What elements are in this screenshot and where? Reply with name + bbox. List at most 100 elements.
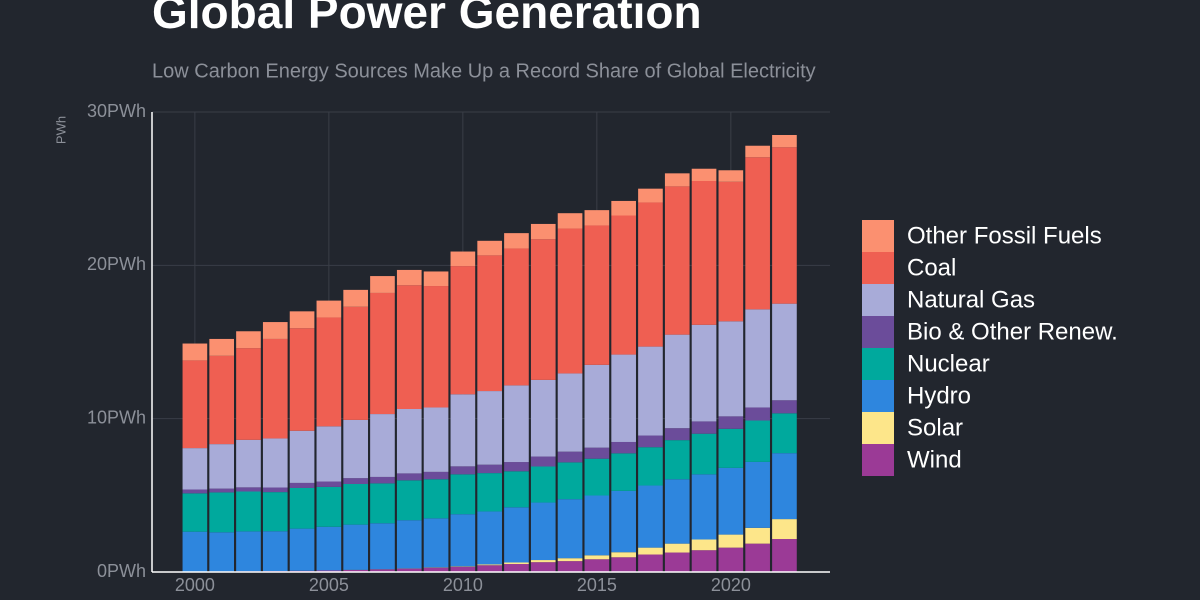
bar-segment — [450, 266, 476, 395]
bar-segment — [289, 430, 315, 483]
bar-segment — [209, 532, 235, 572]
bar-segment — [584, 495, 610, 556]
bar-segment — [423, 479, 449, 519]
bar-segment — [209, 492, 235, 533]
bar-segment — [236, 491, 261, 532]
bar-segment — [316, 481, 342, 487]
legend-label: Natural Gas — [907, 286, 1035, 313]
x-tick-label: 2015 — [577, 575, 617, 595]
y-tick-label: 0PWh — [97, 561, 146, 581]
bar-segment — [745, 527, 770, 544]
bar-segment — [611, 557, 636, 572]
bar-segment — [718, 467, 744, 535]
bar-segment — [504, 507, 529, 563]
bar-segment — [691, 181, 717, 325]
bar-segment — [477, 255, 502, 392]
bar-segment — [504, 233, 529, 249]
bar-segment — [772, 147, 797, 304]
bar-segment — [182, 448, 208, 490]
bar-segment — [343, 419, 368, 479]
bar-segment — [691, 324, 717, 422]
bar-segment — [664, 543, 690, 553]
bar-segment — [691, 474, 717, 540]
bar-segment — [316, 426, 342, 482]
legend-swatch — [862, 252, 894, 284]
bar-segment — [691, 539, 717, 551]
bar-segment — [343, 483, 368, 525]
bar-segment — [343, 306, 368, 420]
bar-segment — [423, 271, 449, 287]
bar-segment — [772, 413, 797, 454]
bar-segment — [209, 488, 235, 493]
x-tick-label: 2000 — [175, 575, 215, 595]
bar-segment — [557, 558, 583, 562]
bar-segment — [530, 502, 556, 561]
bar-segment — [530, 560, 556, 563]
bar-segment — [638, 554, 663, 572]
bar-segment — [477, 473, 502, 512]
legend-label: Other Fossil Fuels — [907, 222, 1102, 249]
bar-segment — [530, 239, 556, 380]
bar-segment — [718, 170, 744, 182]
bar-segment — [316, 317, 342, 427]
bar-segment — [262, 322, 288, 339]
bar-segment — [396, 473, 422, 481]
bar-segment — [504, 564, 529, 572]
bar-segment — [772, 400, 797, 414]
bar-segment — [370, 523, 395, 570]
bar-segment — [289, 482, 315, 488]
bar-segment — [262, 531, 288, 572]
x-tick-label: 2010 — [443, 575, 483, 595]
chart-title: Global Power Generation — [152, 0, 702, 38]
legend-swatch — [862, 284, 894, 316]
bar-segment — [316, 570, 342, 572]
bar-segment — [450, 251, 476, 267]
bar-segment — [745, 157, 770, 310]
bar-segment — [396, 480, 422, 521]
bar-segment — [396, 269, 422, 286]
bar-segment — [504, 462, 529, 472]
bar-segment — [557, 213, 583, 229]
bar-segment — [504, 471, 529, 508]
bar-segment — [638, 435, 663, 448]
y-axis-label: PWh — [53, 116, 68, 144]
bar-segment — [638, 202, 663, 347]
bar-segment — [450, 394, 476, 467]
legend-swatch — [862, 220, 894, 252]
bar-segment — [343, 289, 368, 307]
bar-segment — [584, 458, 610, 496]
bar-segment — [343, 524, 368, 570]
y-tick-label: 10PWh — [87, 407, 146, 427]
bar-segment — [343, 570, 368, 572]
bar-segment — [450, 514, 476, 567]
bar-segment — [423, 567, 449, 572]
legend-swatch — [862, 380, 894, 412]
bar-segment — [557, 451, 583, 463]
chart-subtitle: Low Carbon Energy Sources Make Up a Reco… — [152, 60, 816, 82]
bar-segment — [718, 321, 744, 417]
bar-segment — [504, 562, 529, 565]
bar-segment — [477, 565, 502, 572]
bar-segment — [262, 492, 288, 532]
bar-segment — [718, 181, 744, 322]
bar-segment — [584, 210, 610, 226]
bar-segment — [289, 528, 315, 571]
bar-segment — [584, 225, 610, 365]
bar-segment — [423, 407, 449, 472]
bar-segment — [262, 338, 288, 439]
bar-segment — [289, 487, 315, 529]
y-tick-label: 20PWh — [87, 254, 146, 274]
bar-segment — [557, 373, 583, 452]
x-tick-label: 2020 — [711, 575, 751, 595]
y-tick-label: 30PWh — [87, 101, 146, 121]
bar-segment — [370, 483, 395, 524]
bar-segment — [772, 539, 797, 572]
bar-segment — [209, 338, 235, 356]
bar-segment — [343, 478, 368, 484]
bar-segment — [209, 355, 235, 445]
bar-segment — [289, 328, 315, 431]
bar-segment — [262, 487, 288, 493]
bar-segment — [611, 490, 636, 553]
bar-segment — [584, 555, 610, 560]
bar-segment — [450, 566, 476, 572]
